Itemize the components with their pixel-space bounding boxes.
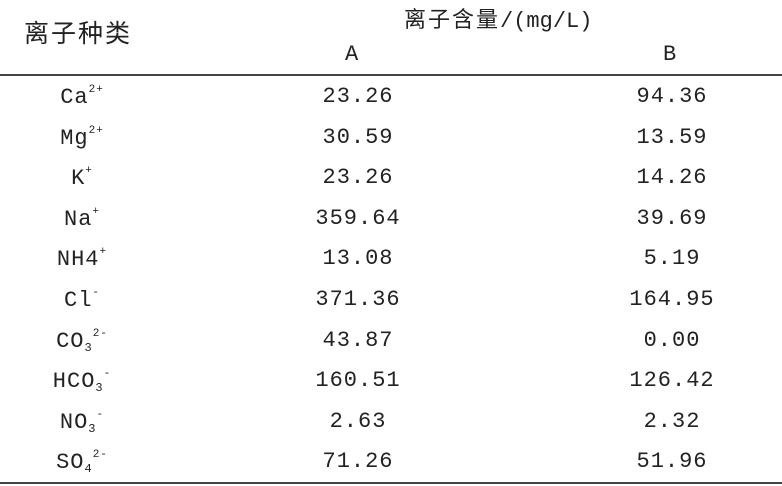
header-ion-content: 离子含量/(mg/L) — [404, 2, 592, 34]
ion-name: Mg2+ — [60, 125, 104, 152]
value-b: 94.36 — [636, 84, 708, 109]
ion-base: Mg — [60, 125, 89, 151]
ion-name: Ca2+ — [60, 84, 104, 111]
header-ion-content-unit: /(mg/L) — [500, 9, 593, 34]
value-a: 2.63 — [329, 408, 387, 434]
ion-charge: 2+ — [88, 84, 104, 96]
ion-charge: - — [103, 368, 112, 381]
ion-charge: + — [99, 246, 108, 259]
value-a: 43.87 — [322, 327, 394, 353]
value-a: 13.08 — [322, 246, 394, 272]
ion-subscript: 4 — [84, 462, 93, 477]
ion-base: CO — [56, 328, 85, 354]
ion-base: HCO — [52, 369, 96, 395]
ion-name: NH4+ — [57, 246, 107, 273]
value-b: 5.19 — [643, 246, 701, 272]
ion-base: SO — [56, 450, 85, 476]
table-row: Mg2+ 30.59 13.59 — [0, 117, 782, 157]
ion-base: NO — [59, 409, 89, 435]
value-b: 39.69 — [636, 205, 708, 231]
table-row: CO32- 43.87 0.00 — [0, 320, 782, 360]
ion-name: SO42- — [56, 449, 108, 476]
value-b: 13.59 — [636, 124, 708, 150]
ion-charge: - — [92, 287, 101, 299]
value-a: 23.26 — [322, 84, 394, 109]
header-rule — [0, 74, 782, 76]
value-a: 71.26 — [322, 449, 394, 475]
table-row: NH4+ 13.08 5.19 — [0, 238, 782, 278]
table-row: HCO3- 160.51 126.42 — [0, 360, 782, 400]
value-a: 359.64 — [315, 205, 401, 231]
value-a: 160.51 — [315, 368, 401, 394]
header-col-b: B — [663, 42, 677, 67]
ion-charge: 2+ — [88, 124, 104, 137]
ion-name: CO32- — [56, 328, 108, 355]
value-b: 164.95 — [629, 287, 715, 312]
value-b: 0.00 — [643, 327, 701, 353]
header-ion-content-label: 离子含量 — [404, 8, 501, 33]
table-row: K+ 23.26 14.26 — [0, 157, 782, 197]
ion-charge: - — [96, 408, 105, 421]
ion-base: Na — [63, 206, 93, 232]
ion-charge: 2- — [92, 449, 108, 462]
value-a: 371.36 — [315, 287, 401, 312]
value-b: 14.26 — [636, 165, 708, 191]
ion-base: Cl — [63, 288, 93, 313]
table-row: NO3- 2.63 2.32 — [0, 401, 782, 441]
table-row: SO42- 71.26 51.96 — [0, 441, 782, 481]
value-a: 30.59 — [322, 124, 394, 150]
ion-base: K — [71, 166, 86, 192]
ion-charge: + — [85, 165, 93, 178]
table-row: Na+ 359.64 39.69 — [0, 198, 782, 238]
ion-name: NO3- — [60, 409, 104, 436]
value-b: 126.42 — [629, 368, 715, 394]
bottom-rule — [0, 482, 782, 484]
ion-subscript: 3 — [95, 381, 104, 396]
ion-name: Na+ — [64, 206, 100, 233]
table-row: Cl- 371.36 164.95 — [0, 279, 782, 319]
value-b: 51.96 — [636, 449, 708, 475]
ion-charge: + — [92, 205, 101, 218]
ion-name: Cl- — [64, 287, 100, 314]
value-b: 2.32 — [643, 408, 701, 434]
value-a: 23.26 — [322, 165, 394, 191]
ion-subscript: 3 — [88, 421, 97, 436]
ion-name: K+ — [71, 165, 93, 192]
header-ion-type: 离子种类 — [24, 19, 133, 48]
ion-base: Ca — [60, 85, 89, 110]
table-row: Ca2+ 23.26 94.36 — [0, 76, 782, 116]
header-col-a: A — [345, 42, 359, 67]
ion-charge: 2- — [92, 327, 108, 340]
ion-name: HCO3- — [53, 368, 111, 395]
ion-subscript: 3 — [84, 340, 93, 355]
ion-base: NH4 — [56, 247, 100, 273]
